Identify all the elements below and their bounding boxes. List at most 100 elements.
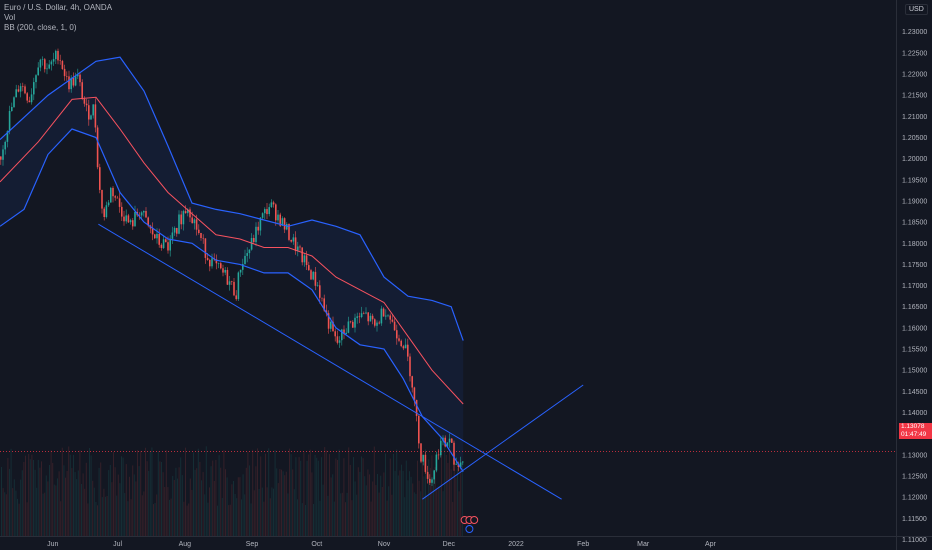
volume-bar — [444, 447, 446, 536]
candle-body — [224, 270, 226, 273]
bollinger-upper-line — [0, 56, 464, 341]
candle-body — [44, 59, 46, 70]
candle-body — [28, 100, 31, 103]
volume-bar — [290, 454, 292, 536]
candle-body — [173, 228, 176, 233]
volume-bar — [340, 493, 342, 536]
candle-body — [118, 198, 121, 207]
volume-bar — [4, 492, 6, 536]
volume-bar — [383, 472, 385, 536]
volume-bar — [274, 450, 276, 536]
volume-bar — [313, 504, 314, 536]
volume-bar — [180, 457, 182, 536]
volume-bar — [175, 467, 177, 536]
candle-body — [204, 238, 207, 258]
candle-body — [404, 344, 407, 349]
volume-label[interactable]: Vol — [4, 13, 16, 22]
candle-body — [123, 216, 125, 222]
volume-bar — [445, 455, 447, 536]
candle-body — [413, 387, 416, 400]
candle-body — [200, 233, 202, 238]
candle-body — [35, 75, 37, 83]
candle-body — [46, 68, 48, 70]
candle-body — [354, 317, 356, 328]
candle-body — [162, 239, 165, 248]
volume-bar — [148, 470, 150, 536]
indicator-label[interactable]: BB (200, close, 1, 0) — [4, 23, 77, 32]
candle-body — [334, 331, 336, 337]
candle-body — [418, 416, 420, 444]
candle-body — [341, 329, 343, 341]
volume-bar — [269, 498, 271, 536]
volume-bar — [231, 484, 233, 536]
volume-bar — [15, 490, 17, 536]
volume-bar — [156, 494, 158, 536]
volume-bar — [412, 483, 414, 536]
volume-bar — [441, 454, 442, 536]
candle-body — [426, 471, 429, 479]
candle-body — [145, 211, 147, 218]
volume-bar — [348, 447, 350, 536]
candle-body — [389, 315, 391, 320]
candle-body — [189, 209, 191, 218]
candle-body — [420, 443, 422, 462]
volume-bar — [381, 487, 383, 536]
candle-body — [39, 59, 42, 68]
volume-bar — [295, 457, 297, 536]
candle-body — [17, 89, 20, 92]
volume-bar — [452, 501, 454, 536]
volume-bar — [335, 458, 337, 536]
volume-bar — [68, 446, 70, 536]
volume-bar — [173, 480, 175, 536]
time-axis-divider — [0, 536, 932, 537]
candle-body — [360, 313, 363, 317]
volume-bar — [373, 446, 375, 536]
volume-bar — [324, 447, 326, 536]
volume-bar — [450, 469, 452, 536]
volume-bar — [311, 472, 313, 536]
volume-bar — [199, 461, 201, 536]
candle-body — [125, 215, 127, 222]
candle-body — [83, 98, 86, 104]
candle-body — [178, 214, 180, 234]
volume-bar — [210, 466, 212, 536]
candle-body — [369, 315, 372, 322]
candles — [0, 48, 464, 486]
volume-bar — [439, 486, 441, 536]
candle-body — [151, 228, 154, 235]
volume-bar — [317, 460, 319, 536]
candle-body — [319, 285, 321, 298]
candle-body — [376, 322, 378, 326]
symbol-title[interactable]: Euro / U.S. Dollar, 4h, OANDA — [4, 3, 113, 12]
volume-bar — [202, 472, 204, 536]
volume-bar — [378, 492, 380, 536]
candle-body — [92, 104, 94, 116]
volume-bar — [282, 471, 284, 536]
candle-body — [110, 187, 112, 203]
volume-bar — [277, 483, 279, 536]
volume-bar — [122, 457, 124, 536]
candle-body — [140, 212, 143, 216]
candle-body — [286, 224, 288, 230]
candle-body — [398, 338, 400, 341]
volume-bar — [421, 451, 423, 536]
candle-body — [6, 131, 9, 142]
price-axis-label: 1.18000 — [902, 241, 927, 248]
volume-bar — [79, 450, 81, 536]
volume-bar — [354, 481, 356, 536]
candle-body — [264, 209, 266, 214]
time-axis-label: Aug — [179, 541, 192, 548]
volume-bar — [100, 462, 102, 536]
candle-body — [440, 440, 442, 456]
volume-bar — [36, 487, 38, 536]
volume-bar — [41, 461, 42, 536]
currency-badge[interactable]: USD — [905, 4, 928, 15]
candle-body — [459, 462, 462, 468]
volume-bar — [2, 488, 4, 536]
volume-bar — [33, 460, 34, 536]
candle-body — [411, 376, 413, 388]
candle-body — [167, 242, 169, 251]
volume-bar — [389, 458, 391, 536]
